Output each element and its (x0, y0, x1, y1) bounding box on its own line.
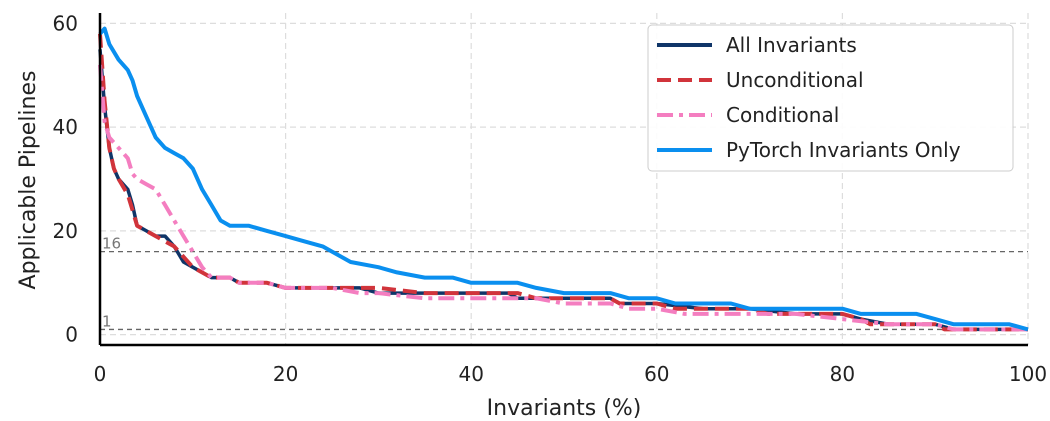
reference-line-label: 1 (102, 312, 112, 330)
x-axis-label: Invariants (%) (487, 396, 642, 421)
data-series (98, 26, 1029, 332)
x-tick-label: 80 (830, 362, 855, 386)
legend-label: Conditional (726, 103, 839, 127)
y-tick-label: 40 (53, 115, 78, 139)
y-axis-label: Applicable Pipelines (16, 71, 41, 290)
y-tick-label: 60 (53, 11, 78, 35)
x-tick-label: 40 (458, 362, 483, 386)
legend-box (647, 24, 1014, 172)
y-tick-label: 20 (53, 219, 78, 243)
tick-labels: 0 20 40 60 80 100 0 20 40 60 (53, 11, 1048, 386)
x-tick-label: 100 (1009, 362, 1047, 386)
legend-label: All Invariants (726, 33, 857, 57)
x-tick-label: 20 (273, 362, 298, 386)
reference-lines: 16 1 (100, 235, 1028, 330)
legend: All Invariants Unconditional Conditional Py… (647, 24, 1014, 172)
x-tick-label: 60 (644, 362, 669, 386)
series-line-conditional (98, 64, 1028, 332)
reference-line-label: 16 (102, 235, 121, 253)
y-tick-label: 0 (65, 323, 78, 347)
legend-label: Unconditional (726, 68, 864, 92)
series-line-pytorch-invariants-only (98, 26, 1029, 332)
legend-label: PyTorch Invariants Only (726, 138, 961, 162)
x-tick-label: 0 (94, 362, 107, 386)
